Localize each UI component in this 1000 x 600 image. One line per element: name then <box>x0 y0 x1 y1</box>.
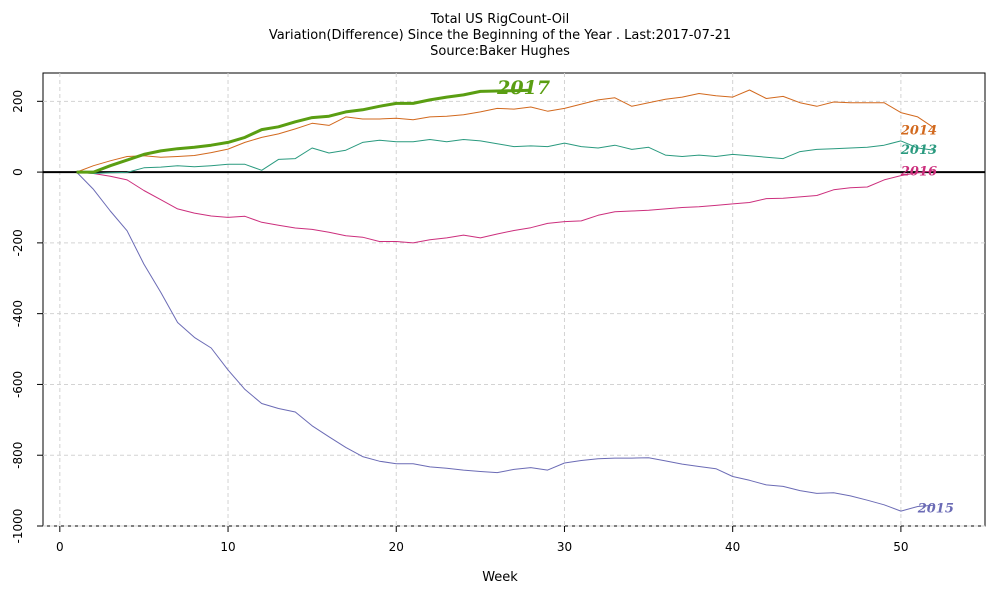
y-tick-label: -400 <box>11 300 25 327</box>
y-tick-label: -800 <box>11 442 25 469</box>
series-annotation-2015: 2015 <box>917 501 954 516</box>
y-tick-0: 0 <box>11 168 43 176</box>
series-line-2014 <box>76 89 935 173</box>
series-line-2017 <box>76 88 531 174</box>
series-annotations: 2017 2014 2013 2016 2015 <box>496 77 954 516</box>
y-tick--800: -800 <box>11 442 43 469</box>
y-axis: -1000 -800 -600 -400 -200 0 200 <box>11 90 43 544</box>
x-tick-label: 0 <box>56 540 64 554</box>
x-tick-label: 10 <box>220 540 235 554</box>
series-lines <box>76 88 935 512</box>
y-tick--400: -400 <box>11 300 43 327</box>
chart-titles: Total US RigCount-Oil Variation(Differen… <box>0 12 1000 60</box>
x-tick-50: 50 <box>893 526 909 554</box>
x-tick-label: 50 <box>893 540 908 554</box>
y-tick-label: -600 <box>11 371 25 398</box>
y-tick-label: -200 <box>11 229 25 256</box>
x-tick-label: 30 <box>557 540 572 554</box>
series-annotation-2016: 2016 <box>900 164 937 179</box>
y-tick-label: -1000 <box>11 509 25 544</box>
x-tick-0: 0 <box>56 526 64 554</box>
plot-area-frame <box>42 72 986 527</box>
chart-subtitle: Variation(Difference) Since the Beginnin… <box>268 28 732 43</box>
series-annotation-2013: 2013 <box>900 143 937 158</box>
x-axis: 0 10 20 30 40 50 <box>56 526 909 554</box>
x-tick-10: 10 <box>220 526 236 554</box>
y-tick-label: 200 <box>11 90 25 113</box>
x-tick-label: 20 <box>389 540 404 554</box>
y-tick-label: 0 <box>11 168 25 176</box>
series-line-2016 <box>76 170 935 244</box>
x-tick-30: 30 <box>557 526 572 554</box>
y-tick--600: -600 <box>11 371 43 398</box>
x-tick-40: 40 <box>725 526 740 554</box>
y-tick--1000: -1000 <box>11 509 43 544</box>
chart-source: Source:Baker Hughes <box>430 44 570 59</box>
grid-lines <box>43 73 985 527</box>
series-line-2013 <box>76 139 935 174</box>
x-axis-label: Week <box>482 570 518 585</box>
series-annotation-2014: 2014 <box>900 123 937 138</box>
y-tick--200: -200 <box>11 229 43 256</box>
x-tick-20: 20 <box>389 526 404 554</box>
x-tick-label: 40 <box>725 540 740 554</box>
series-annotation-2017: 2017 <box>496 77 550 99</box>
chart-title: Total US RigCount-Oil <box>430 12 570 27</box>
series-line-2015 <box>76 171 935 512</box>
y-tick-200: 200 <box>11 90 43 113</box>
